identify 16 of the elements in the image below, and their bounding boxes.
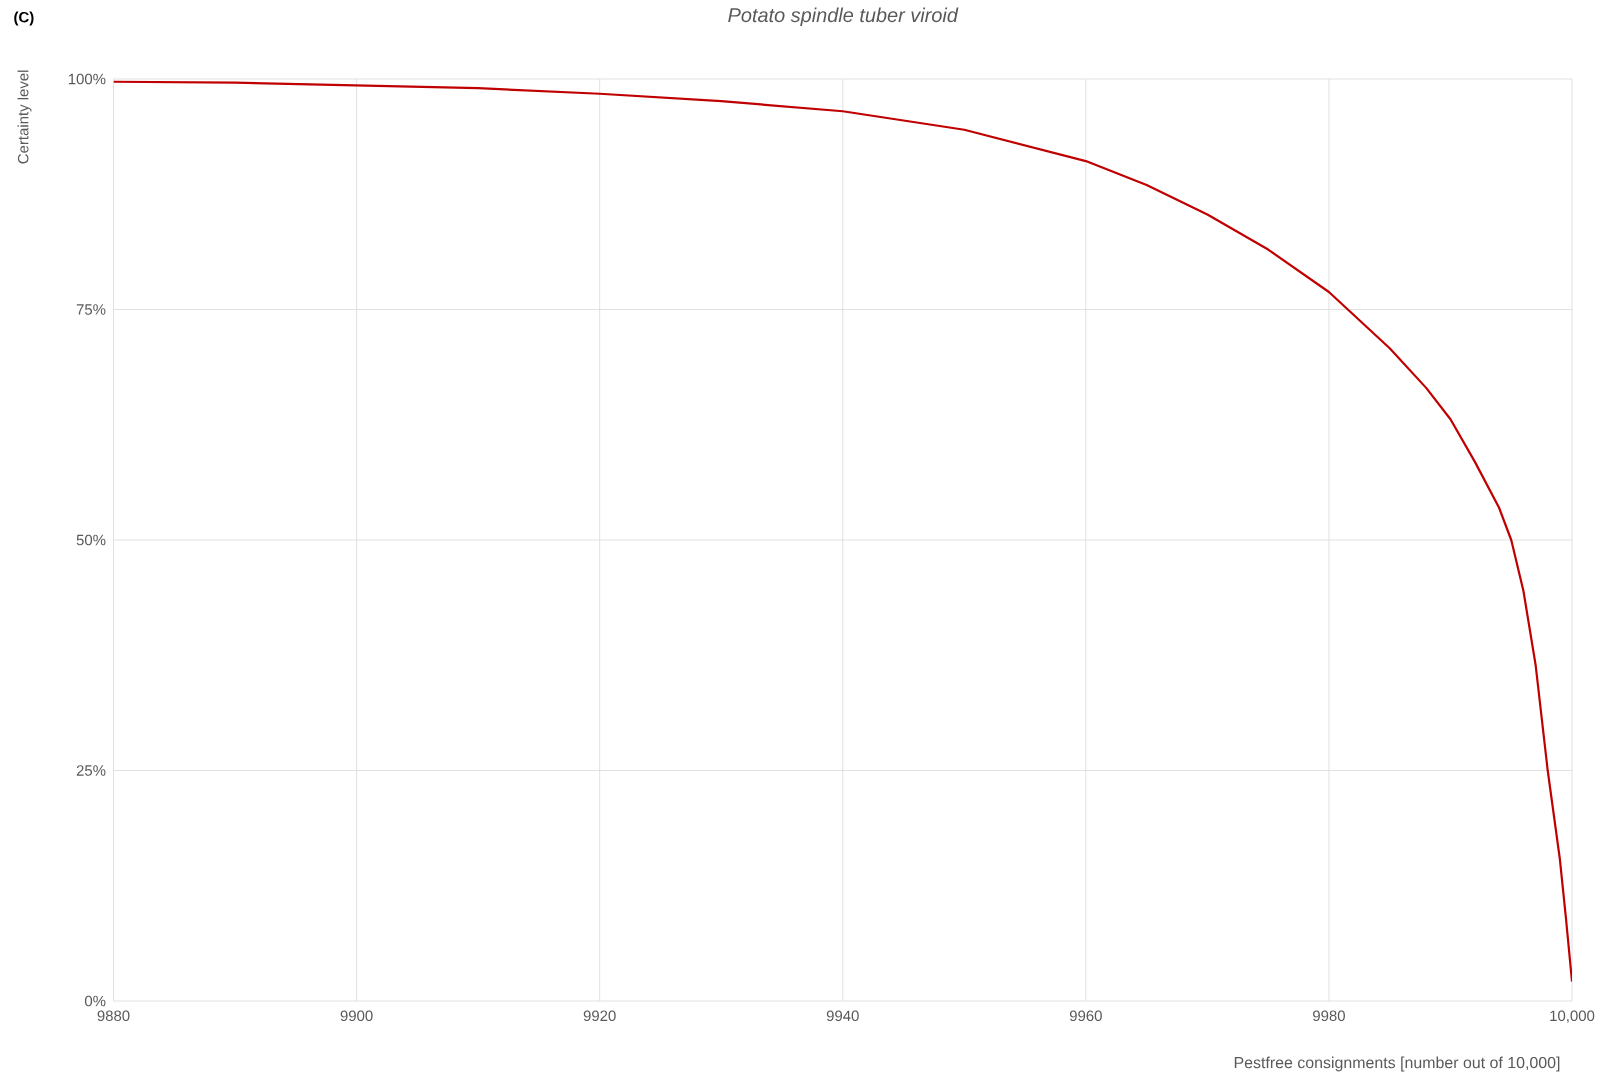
- y-tick-label: 25%: [76, 765, 106, 776]
- x-tick-label: 9940: [826, 1010, 859, 1022]
- x-tick-label: 9920: [583, 1010, 616, 1022]
- x-tick-label: 9900: [340, 1010, 373, 1022]
- y-tick-label: 75%: [76, 304, 106, 315]
- chart-title: Potato spindle tuber viroid: [728, 7, 959, 27]
- x-tick-label: 9980: [1313, 1010, 1345, 1022]
- x-tick-label: 9880: [97, 1010, 130, 1022]
- x-tick-label: 10,000: [1550, 1010, 1595, 1023]
- text: (C): [14, 11, 34, 26]
- x-axis-title: Pestfree consignments [number out of 10,000]: [1234, 1056, 1560, 1072]
- x-tick-label: 9960: [1069, 1010, 1102, 1022]
- y-tick-label: 0%: [84, 995, 106, 1007]
- y-axis-title: Certainty level: [17, 70, 32, 164]
- y-tick-label: 100%: [68, 73, 106, 85]
- y-tick-label: 50%: [76, 534, 106, 546]
